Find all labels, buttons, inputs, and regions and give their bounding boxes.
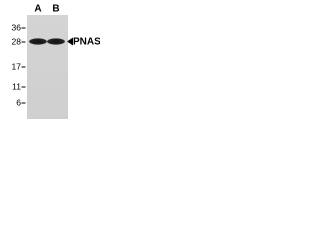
blot-figure: PNAS4 AB 36 28 17 11 6 xyxy=(12,4,100,119)
marker-labels: 36 28 17 11 6 xyxy=(12,22,26,107)
marker-label: 11 xyxy=(12,81,21,91)
marker-label: 36 xyxy=(12,22,22,32)
marker-label: 6 xyxy=(16,97,21,107)
band-label: PNAS4 xyxy=(73,37,100,48)
band xyxy=(47,38,65,45)
lane-label: B xyxy=(52,4,59,15)
marker-label: 17 xyxy=(12,61,22,71)
blot-membrane xyxy=(27,15,68,119)
marker-label: 28 xyxy=(12,36,22,46)
band-arrow xyxy=(67,37,73,46)
lane-label: A xyxy=(34,4,41,15)
band xyxy=(29,38,47,45)
